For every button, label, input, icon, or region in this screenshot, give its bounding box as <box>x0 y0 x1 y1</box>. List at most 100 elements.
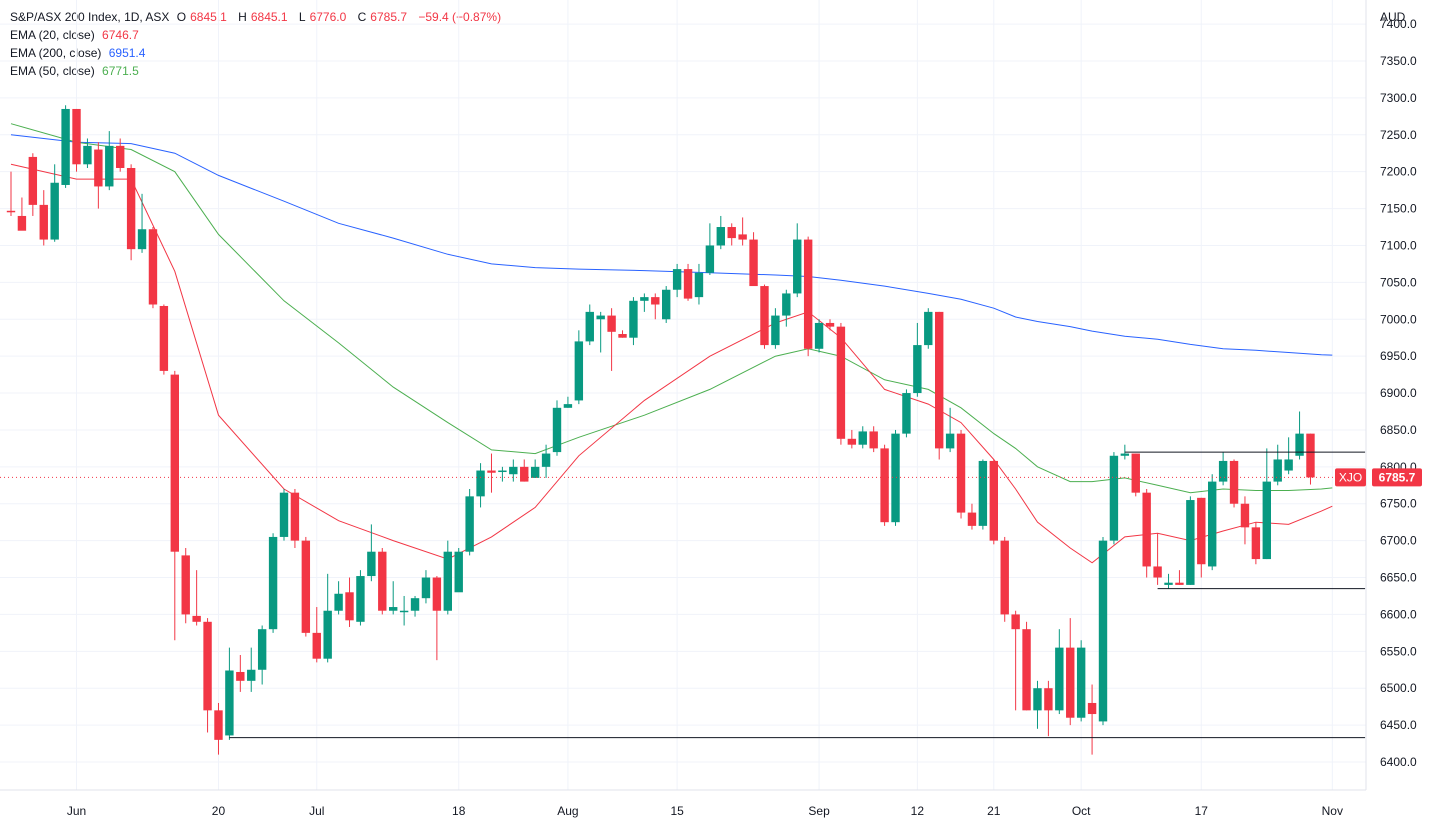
change-value: −59.4 (−0.87%) <box>418 10 502 24</box>
candle-body <box>1197 497 1206 565</box>
symbol-row: S&P/ASX 200 Index, 1D, ASX O 6845.1 H 6845… <box>10 10 502 24</box>
price-tick-label: 7000.0 <box>1380 312 1417 326</box>
candle <box>694 263 704 305</box>
candle-body <box>6 210 16 213</box>
candle <box>356 570 365 626</box>
candle <box>640 293 649 312</box>
candle <box>814 319 824 353</box>
candle-body <box>476 470 485 497</box>
candle-body <box>585 311 594 342</box>
candle-body <box>574 341 584 401</box>
ema50-legend[interactable]: EMA (50, close) 6771.5 <box>10 64 139 78</box>
candle-body <box>1066 647 1075 718</box>
candle-body <box>1273 459 1282 482</box>
candle-body <box>72 108 81 165</box>
candle <box>454 548 463 593</box>
candle-body <box>367 551 376 577</box>
candle <box>945 407 955 453</box>
candle <box>290 488 300 549</box>
candle <box>1229 459 1239 508</box>
candle-body <box>159 305 169 371</box>
candle-body <box>257 629 267 670</box>
candle-body <box>432 577 442 611</box>
candle <box>1208 474 1217 571</box>
candle <box>760 284 769 349</box>
ema200-value: 6951.4 <box>108 46 146 60</box>
price-tick-label: 7400.0 <box>1380 17 1417 31</box>
currency-label: AUD <box>1380 10 1406 24</box>
candle <box>50 164 59 242</box>
candle <box>159 304 169 375</box>
candle <box>825 319 835 331</box>
candle-body <box>945 433 955 449</box>
candle-body <box>563 404 573 408</box>
candle <box>618 330 627 338</box>
candle <box>869 426 878 453</box>
candle-body <box>1218 460 1228 482</box>
price-tick-label: 7100.0 <box>1380 238 1417 252</box>
candle-body <box>312 632 321 659</box>
candle <box>126 164 136 261</box>
candle-body <box>1295 433 1304 456</box>
candle-body <box>148 229 158 305</box>
candle-body <box>28 156 38 205</box>
symbol-title[interactable]: S&P/ASX 200 Index, 1D, ASX <box>10 10 170 24</box>
candle <box>1033 680 1042 729</box>
candle-body <box>192 615 201 622</box>
candle <box>935 311 944 460</box>
candle <box>1022 621 1031 711</box>
candle-body <box>17 215 27 231</box>
candle-body <box>1120 453 1130 456</box>
candle <box>552 400 562 456</box>
candle <box>629 297 638 346</box>
candle <box>268 533 278 633</box>
price-tick-label: 7350.0 <box>1380 54 1417 68</box>
candle <box>1098 536 1108 726</box>
candle-body <box>1055 647 1064 711</box>
candle <box>574 330 584 405</box>
ema20-legend[interactable]: EMA (20, close) 6746.7 <box>10 28 139 42</box>
candle-body <box>1044 688 1053 711</box>
candle-body <box>891 433 900 523</box>
candle-body <box>94 149 103 187</box>
candle-body <box>454 551 463 593</box>
candle <box>312 607 321 663</box>
candle-body <box>541 453 551 467</box>
price-tick-label: 7200.0 <box>1380 165 1417 179</box>
candle <box>181 548 190 624</box>
candle <box>476 463 485 508</box>
candle <box>1011 610 1020 711</box>
candle <box>880 444 889 526</box>
candle <box>323 573 332 663</box>
ema200-line <box>10 134 1333 356</box>
price-tick-label: 6950.0 <box>1380 349 1417 363</box>
candle-body <box>498 470 507 473</box>
candle-body <box>1022 629 1031 711</box>
candle <box>585 304 594 346</box>
candle <box>1273 444 1282 486</box>
candle-body <box>301 540 311 633</box>
candle <box>192 570 201 626</box>
candle-body <box>203 621 212 711</box>
candle <box>727 223 736 246</box>
candle-body <box>858 431 867 445</box>
ema200-legend[interactable]: EMA (200, close) 6951.4 <box>10 46 146 60</box>
candle-body <box>487 470 496 473</box>
candle-body <box>1229 460 1239 504</box>
candle-body <box>465 496 474 552</box>
candle <box>803 236 813 357</box>
candle-body <box>1131 453 1140 493</box>
candle <box>257 625 267 685</box>
candle-body <box>345 592 354 621</box>
candle-body <box>1240 503 1250 528</box>
candle-body <box>389 607 398 611</box>
candle <box>1284 437 1293 475</box>
candle <box>203 618 212 733</box>
candle-body <box>596 315 605 320</box>
candle <box>137 193 147 253</box>
last-price-tag: XJO 6785.7 <box>1335 468 1422 487</box>
candle <box>389 581 398 615</box>
candle <box>978 459 988 530</box>
candle-body <box>214 710 223 740</box>
